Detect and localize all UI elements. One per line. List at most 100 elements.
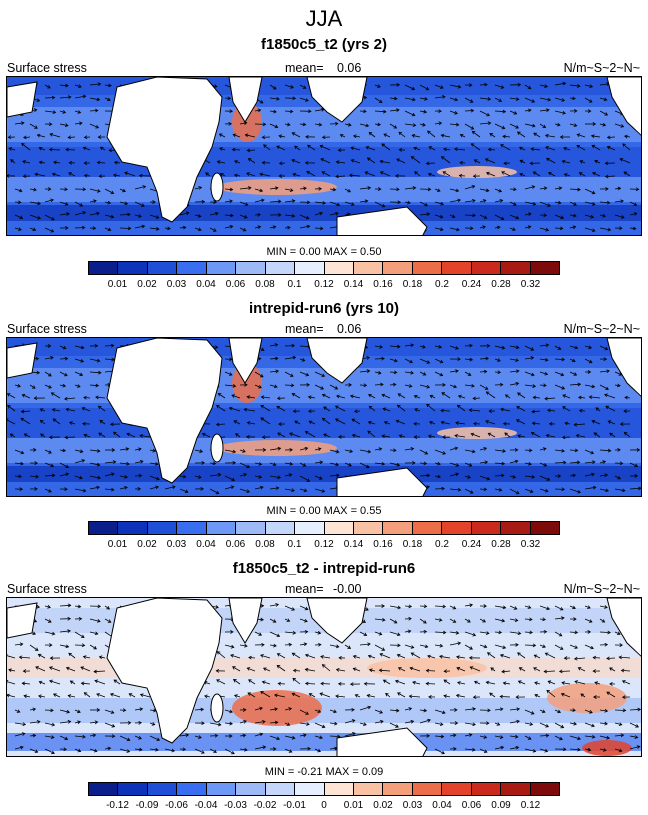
africa-landmass: [106, 77, 223, 223]
colorbar-swatch: [265, 783, 296, 795]
colorbar-swatch: [412, 522, 443, 534]
colorbar-swatch: [295, 522, 325, 534]
panel-2-map: [6, 337, 642, 497]
africa-landmass: [106, 338, 223, 484]
panel-1-map: [6, 76, 642, 236]
asia-landmass: [306, 338, 368, 384]
field-patch: [582, 740, 632, 756]
colorbar-tick-label: 0.03: [166, 279, 187, 290]
panel-1-stats: MIN = 0.00 MAX = 0.50: [266, 246, 382, 258]
australia-landmass: [336, 206, 428, 235]
australia-landmass: [336, 727, 428, 756]
field-patch: [367, 658, 487, 678]
colorbar-tick-label: 0.18: [402, 279, 423, 290]
colorbar-tick-label: -0.06: [165, 800, 188, 811]
panel-3-stats: MIN = -0.21 MAX = 0.09: [264, 766, 384, 778]
colorbar-tick-label: 0.2: [435, 539, 449, 550]
colorbar-tick-label: 0.04: [196, 279, 216, 290]
colorbar-tick-label: -0.12: [106, 800, 129, 811]
colorbar-swatch: [501, 783, 531, 795]
colorbar-tick-label: 0.04: [196, 539, 216, 550]
colorbar-swatch: [118, 783, 148, 795]
madagascar-landmass: [210, 172, 224, 202]
continents: [7, 77, 641, 235]
colorbar-swatch: [353, 522, 384, 534]
panel-1-colorbar-ticks: 0.01 0.02 0.03 0.04 0.06 0.08 0.1 0.12 0.14 0.16 0…: [88, 279, 560, 293]
colorbar-tick-label: 0.24: [461, 279, 482, 290]
colorbar-tick-label: 0: [321, 800, 327, 811]
field-band: [7, 658, 641, 678]
panel-1-mean-label: mean=: [285, 61, 324, 75]
colorbar-swatch: [177, 262, 207, 274]
colorbar-swatch: [177, 522, 207, 534]
colorbar-swatch: [383, 783, 413, 795]
colorbar-tick-label: 0.24: [461, 539, 482, 550]
panel-2-title: intrepid-run6 (yrs 10): [248, 300, 400, 317]
colorbar-tick-label: 0.01: [107, 539, 128, 550]
panel-1-units: N/m~S~2~N~: [563, 61, 640, 75]
colorbar-swatch: [89, 783, 119, 795]
colorbar-swatch: [442, 262, 472, 274]
colorbar-swatch: [118, 262, 148, 274]
colorbar-tick-label: 0.03: [166, 539, 187, 550]
field-patch: [232, 690, 322, 726]
arabia-landmass: [228, 598, 263, 644]
colorbar-tick-label: 0.12: [520, 800, 541, 811]
colorbar-tick-label: -0.09: [135, 800, 159, 811]
america-landmass: [606, 77, 641, 136]
colorbar-swatch: [177, 783, 207, 795]
colorbar-swatch: [236, 783, 266, 795]
field-band: [7, 408, 641, 438]
panel-1-map-svg: [7, 77, 641, 235]
colorbar-tick-label: 0.08: [255, 279, 275, 290]
america-landmass: [606, 338, 641, 397]
panel-3-map: [6, 597, 642, 757]
colorbar-tick-label: 0.32: [520, 279, 541, 290]
panel-3-map-svg: [7, 598, 641, 756]
colorbar-swatch: [471, 262, 502, 274]
field-band: [7, 205, 641, 221]
panel-3-title: f1850c5_t2 - intrepid-run6: [232, 560, 416, 577]
colorbar-tick-label: 0.28: [491, 539, 511, 550]
colorbar-swatch: [442, 522, 472, 534]
madagascar-landmass: [210, 433, 224, 463]
colorbar-swatch: [324, 262, 354, 274]
colorbar-swatch: [89, 262, 119, 274]
colorbar-tick-label: -0.04: [194, 800, 218, 811]
arabia-landmass: [228, 338, 263, 384]
panel-2-map-svg: [7, 338, 641, 496]
colorbar-swatch: [530, 262, 559, 274]
colorbar-tick-label: -0.02: [253, 800, 277, 811]
colorbar-swatch: [530, 522, 559, 534]
asia-landmass: [306, 598, 368, 644]
panel-3-mean-label: mean=: [285, 582, 324, 596]
colorbar-tick-label: 0.12: [314, 279, 334, 290]
main-title: JJA: [305, 6, 343, 31]
colorbar-swatch: [412, 783, 443, 795]
panel-3-left-label: Surface stress: [7, 582, 87, 596]
colorbar-tick-label: 0.02: [137, 539, 157, 550]
colorbar-swatch: [471, 522, 502, 534]
panel-3-units: N/m~S~2~N~: [563, 582, 640, 596]
colorbar-swatch: [412, 262, 443, 274]
panel-2-colorbar-ticks: 0.01 0.02 0.03 0.04 0.06 0.08 0.1 0.12 0.14 0.16 0…: [88, 539, 560, 553]
field-band: [7, 147, 641, 177]
colorbar-swatch: [206, 522, 237, 534]
colorbar-tick-label: 0.03: [402, 800, 423, 811]
colorbar-tick-label: 0.06: [461, 800, 482, 811]
colorbar-swatch: [89, 522, 119, 534]
colorbar-swatch: [383, 522, 413, 534]
colorbar-tick-label: 0.14: [343, 539, 364, 550]
arabia-landmass: [228, 77, 263, 123]
colorbar-swatch: [324, 522, 354, 534]
continents: [7, 598, 641, 756]
colorbar-tick-label: 0.16: [373, 539, 393, 550]
colorbar-tick-label: 0.32: [520, 539, 541, 550]
colorbar-tick-label: 0.28: [491, 279, 511, 290]
field-band: [7, 698, 641, 723]
colorbar-swatch: [118, 522, 148, 534]
panel-1-title: f1850c5_t2 (yrs 2): [261, 36, 387, 53]
asia-landmass: [306, 77, 368, 123]
panel-1-colorbar: [88, 261, 560, 275]
panel-2-left-label: Surface stress: [7, 322, 87, 336]
